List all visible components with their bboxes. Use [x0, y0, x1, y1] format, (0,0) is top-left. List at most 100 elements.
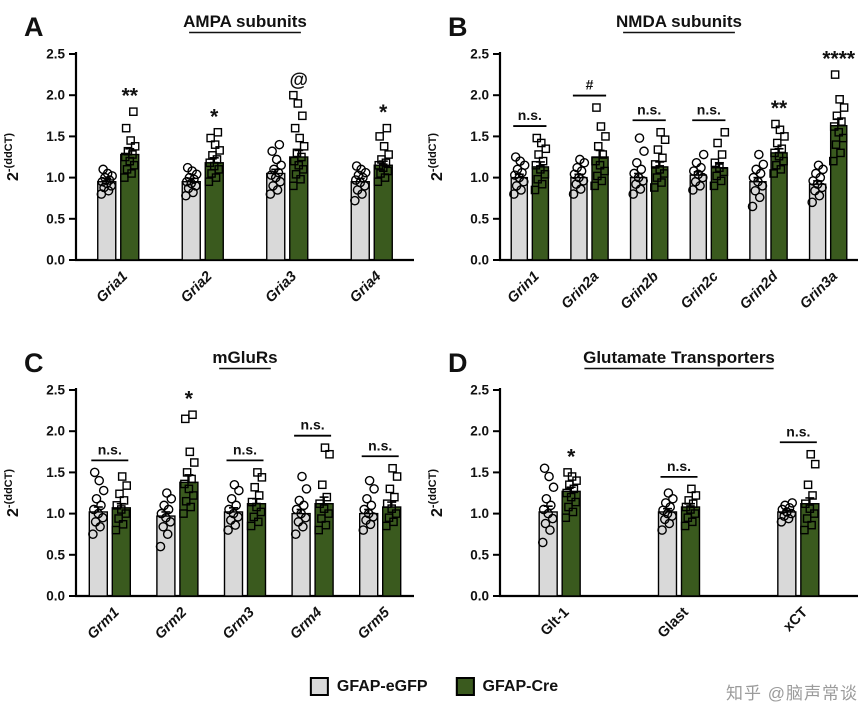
data-point-circle	[747, 201, 758, 212]
data-point-circle	[226, 493, 237, 504]
data-point-circle	[91, 493, 102, 504]
data-point-circle	[269, 164, 279, 175]
data-point-square	[179, 509, 188, 518]
category-label: Gria3	[263, 269, 301, 307]
data-point-square	[319, 504, 329, 513]
y-tick-label: 1.5	[46, 129, 65, 144]
data-point-square	[777, 144, 787, 154]
data-point-square	[388, 463, 397, 473]
data-point-square	[591, 156, 600, 166]
data-point-square	[185, 447, 195, 457]
data-point-square	[123, 146, 133, 156]
legend-item-gfap-cre: GFAP-Cre	[455, 677, 558, 696]
data-point-circle	[636, 164, 647, 175]
panel-letter: D	[448, 348, 468, 378]
data-point-square	[292, 148, 302, 158]
significance-annotation: **	[122, 85, 139, 108]
data-point-circle	[351, 161, 362, 171]
data-point-square	[206, 133, 215, 143]
data-point-square	[378, 163, 388, 173]
data-point-square	[180, 479, 189, 489]
significance-annotation: n.s.	[786, 423, 810, 439]
data-point-square	[115, 489, 124, 499]
data-point-square	[533, 174, 542, 184]
y-tick-label: 2.5	[470, 383, 489, 398]
data-point-circle	[539, 463, 550, 474]
data-point-circle	[155, 541, 166, 552]
data-point-circle	[754, 192, 765, 203]
y-tick-label: 1.5	[46, 465, 65, 480]
data-point-circle	[537, 537, 548, 548]
category-label: Grin1	[505, 269, 543, 307]
data-point-circle	[267, 146, 277, 157]
data-point-square	[810, 509, 819, 518]
y-tick-label: 2.0	[46, 424, 65, 439]
data-point-circle	[754, 149, 764, 160]
data-point-square	[317, 514, 326, 523]
data-point-square	[375, 132, 384, 141]
category-label: Grin2b	[618, 268, 662, 312]
y-tick-label: 1.5	[470, 465, 489, 480]
category-label: Grm5	[355, 604, 394, 643]
data-point-square	[780, 132, 789, 141]
data-point-square	[252, 502, 261, 512]
data-point-square	[563, 468, 572, 477]
data-point-square	[186, 502, 196, 512]
data-point-square	[377, 155, 386, 164]
data-point-square	[532, 133, 542, 143]
data-point-circle	[750, 185, 761, 196]
data-point-circle	[268, 181, 278, 191]
data-point-square	[713, 138, 722, 148]
data-point-square	[118, 520, 128, 529]
data-point-circle	[511, 181, 522, 191]
data-point-square	[181, 496, 191, 506]
y-tick-label: 1.0	[46, 506, 65, 521]
data-point-circle	[575, 154, 585, 165]
y-tick-label: 1.5	[470, 129, 489, 144]
data-point-square	[253, 517, 263, 527]
y-axis-label: 2-(ddCT)	[3, 133, 22, 181]
data-point-square	[114, 514, 123, 523]
data-point-square	[717, 150, 727, 159]
data-point-square	[119, 496, 129, 505]
data-point-circle	[290, 529, 301, 539]
data-point-square	[801, 499, 810, 509]
y-tick-label: 2.5	[470, 47, 489, 62]
data-point-square	[213, 127, 223, 137]
data-point-square	[834, 127, 844, 137]
data-point-circle	[629, 168, 639, 179]
data-point-square	[530, 185, 540, 195]
category-label: Grm1	[85, 605, 123, 643]
data-point-square	[391, 509, 401, 518]
data-point-circle	[639, 146, 649, 157]
significance-annotation: *	[185, 388, 194, 411]
data-point-circle	[274, 139, 285, 150]
legend-swatch-gfap-egfp	[309, 677, 329, 696]
data-point-square	[601, 132, 610, 141]
data-point-circle	[512, 164, 523, 175]
data-point-circle	[298, 500, 309, 511]
data-point-circle	[301, 484, 312, 494]
panel-letter: B	[448, 12, 468, 42]
data-point-square	[837, 117, 846, 126]
data-point-square	[322, 492, 332, 502]
data-point-circle	[545, 525, 555, 535]
chart-title: NMDA subunits	[616, 12, 742, 31]
data-point-square	[709, 181, 719, 191]
data-point-square	[382, 123, 392, 133]
data-point-square	[806, 449, 816, 459]
data-point-circle	[223, 525, 233, 535]
data-point-square	[188, 410, 197, 420]
data-point-square	[129, 107, 138, 116]
data-point-square	[249, 512, 259, 522]
data-point-square	[538, 156, 548, 166]
data-point-circle	[297, 471, 307, 482]
significance-annotation: #	[586, 77, 594, 93]
category-label: xCT	[780, 604, 811, 635]
data-point-square	[387, 504, 397, 513]
data-point-circle	[660, 498, 671, 508]
data-point-square	[805, 504, 815, 513]
data-point-circle	[90, 517, 101, 527]
data-point-square	[650, 160, 660, 169]
